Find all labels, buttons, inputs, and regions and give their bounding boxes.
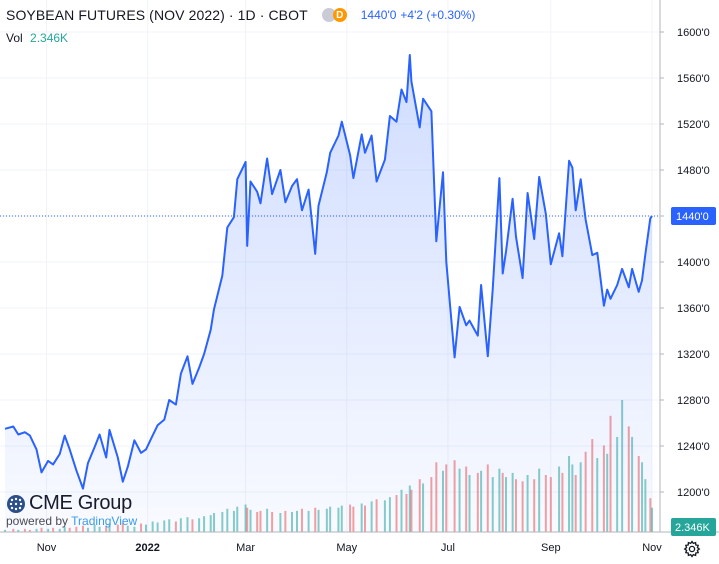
x-tick-label: Nov bbox=[37, 542, 57, 554]
tradingview-link[interactable]: TradingView bbox=[71, 514, 138, 528]
market-status-icon: • bbox=[321, 8, 336, 22]
price-area bbox=[5, 55, 652, 532]
last-price-tag: 1440'0 bbox=[671, 207, 716, 225]
chart-header: SOYBEAN FUTURES (NOV 2022) · 1D · CBOT •… bbox=[6, 5, 475, 25]
x-tick-label: 2022 bbox=[135, 542, 159, 554]
y-tick-label: 1480'0 bbox=[677, 165, 710, 177]
gear-icon[interactable] bbox=[683, 540, 701, 558]
y-tick-label: 1200'0 bbox=[677, 487, 710, 499]
y-tick-label: 1320'0 bbox=[677, 349, 710, 361]
y-tick-label: 1400'0 bbox=[677, 257, 710, 269]
cme-logo[interactable]: CME Group powered by TradingView bbox=[6, 492, 137, 528]
last-volume-tag-text: 2.346K bbox=[675, 522, 711, 534]
y-tick-label: 1600'0 bbox=[677, 27, 710, 39]
powered-by-text: powered by bbox=[6, 514, 69, 528]
delayed-data-badge: D bbox=[332, 8, 347, 22]
logo-main: CME Group bbox=[6, 492, 137, 515]
symbol-title[interactable]: SOYBEAN FUTURES (NOV 2022) · 1D · CBOT bbox=[6, 7, 308, 23]
price-axis[interactable]: 1200'0 1240'0 1280'0 1320'0 1360'0 1400'0 1440… bbox=[659, 0, 710, 532]
volume-value: 2.346K bbox=[30, 31, 69, 45]
x-tick-label: Mar bbox=[236, 542, 255, 554]
cme-globe-icon bbox=[7, 494, 25, 513]
last-volume-tag: 2.346K bbox=[671, 518, 716, 536]
x-tick-label: May bbox=[336, 542, 357, 554]
y-tick-label: 1280'0 bbox=[677, 395, 710, 407]
price-change: +4'2 (+0.30%) bbox=[400, 8, 476, 22]
x-tick-label: Nov bbox=[642, 542, 662, 554]
x-tick-label: Jul bbox=[441, 542, 455, 554]
y-tick-label: 1560'0 bbox=[677, 73, 710, 85]
logo-brand: CME Group bbox=[29, 492, 132, 514]
last-price-tag-text: 1440'0 bbox=[676, 211, 709, 223]
y-tick-label: 1520'0 bbox=[677, 119, 710, 131]
volume-label: Vol bbox=[6, 31, 23, 45]
price-line bbox=[4, 54, 653, 490]
y-tick-label: 1240'0 bbox=[677, 441, 710, 453]
status-badges[interactable]: • D bbox=[321, 8, 347, 22]
time-axis[interactable]: Nov 2022 Mar May Jul Sep Nov bbox=[0, 531, 719, 554]
y-tick-label: 1360'0 bbox=[677, 303, 710, 315]
volume-legend[interactable]: Vol 2.346K bbox=[6, 31, 68, 45]
x-tick-label: Sep bbox=[541, 542, 561, 554]
logo-powered-by: powered by TradingView bbox=[6, 514, 137, 528]
last-price: 1440'0 bbox=[360, 8, 397, 22]
